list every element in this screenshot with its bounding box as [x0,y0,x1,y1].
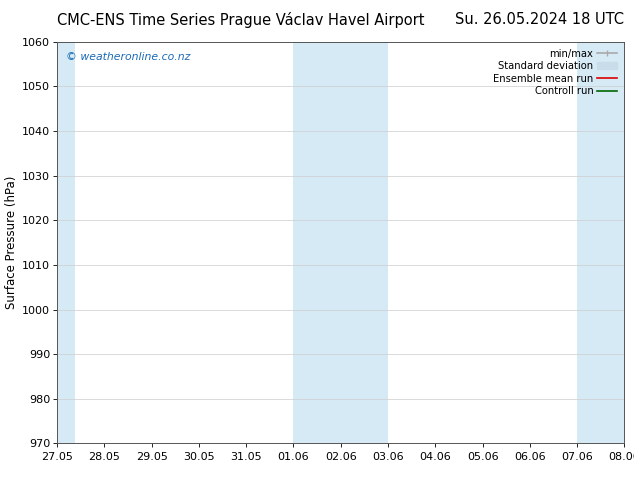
Bar [294,42,388,443]
Y-axis label: Surface Pressure (hPa): Surface Pressure (hPa) [5,176,18,309]
Legend: min/max, Standard deviation, Ensemble mean run, Controll run: min/max, Standard deviation, Ensemble me… [491,47,619,98]
Text: CMC-ENS Time Series Prague Václav Havel Airport: CMC-ENS Time Series Prague Václav Havel … [57,12,425,28]
Bar [577,42,624,443]
Text: © weatheronline.co.nz: © weatheronline.co.nz [65,51,190,62]
Bar [57,42,75,443]
Text: Su. 26.05.2024 18 UTC: Su. 26.05.2024 18 UTC [455,12,624,27]
